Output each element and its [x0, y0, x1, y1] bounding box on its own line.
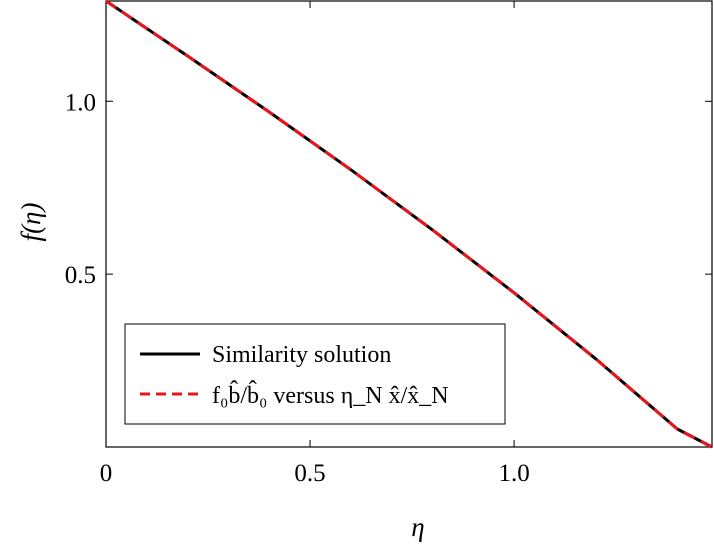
series-layer [105, 0, 713, 449]
x-tick-label: 1.0 [498, 460, 529, 487]
legend: Similarity solution f₀b̂/b̂₀ versus η_N … [124, 323, 506, 425]
ticks: 0 0.5 1.0 0.5 1.0 [65, 1, 712, 487]
series-line-similarity [105, 0, 713, 449]
y-axis-label: f(η) [16, 203, 46, 242]
x-axis-label: η [411, 512, 424, 542]
legend-label-similarity: Similarity solution [212, 342, 391, 368]
legend-box [124, 323, 506, 425]
y-tick-label: 0.5 [65, 262, 96, 289]
plot-frame [105, 0, 713, 448]
y-tick-label: 1.0 [65, 89, 96, 116]
legend-label-scaled: f₀b̂/b̂₀ versus η_N x̂/x̂_N [212, 380, 449, 409]
x-tick-label: 0 [100, 460, 113, 487]
x-tick-label: 0.5 [294, 460, 325, 487]
